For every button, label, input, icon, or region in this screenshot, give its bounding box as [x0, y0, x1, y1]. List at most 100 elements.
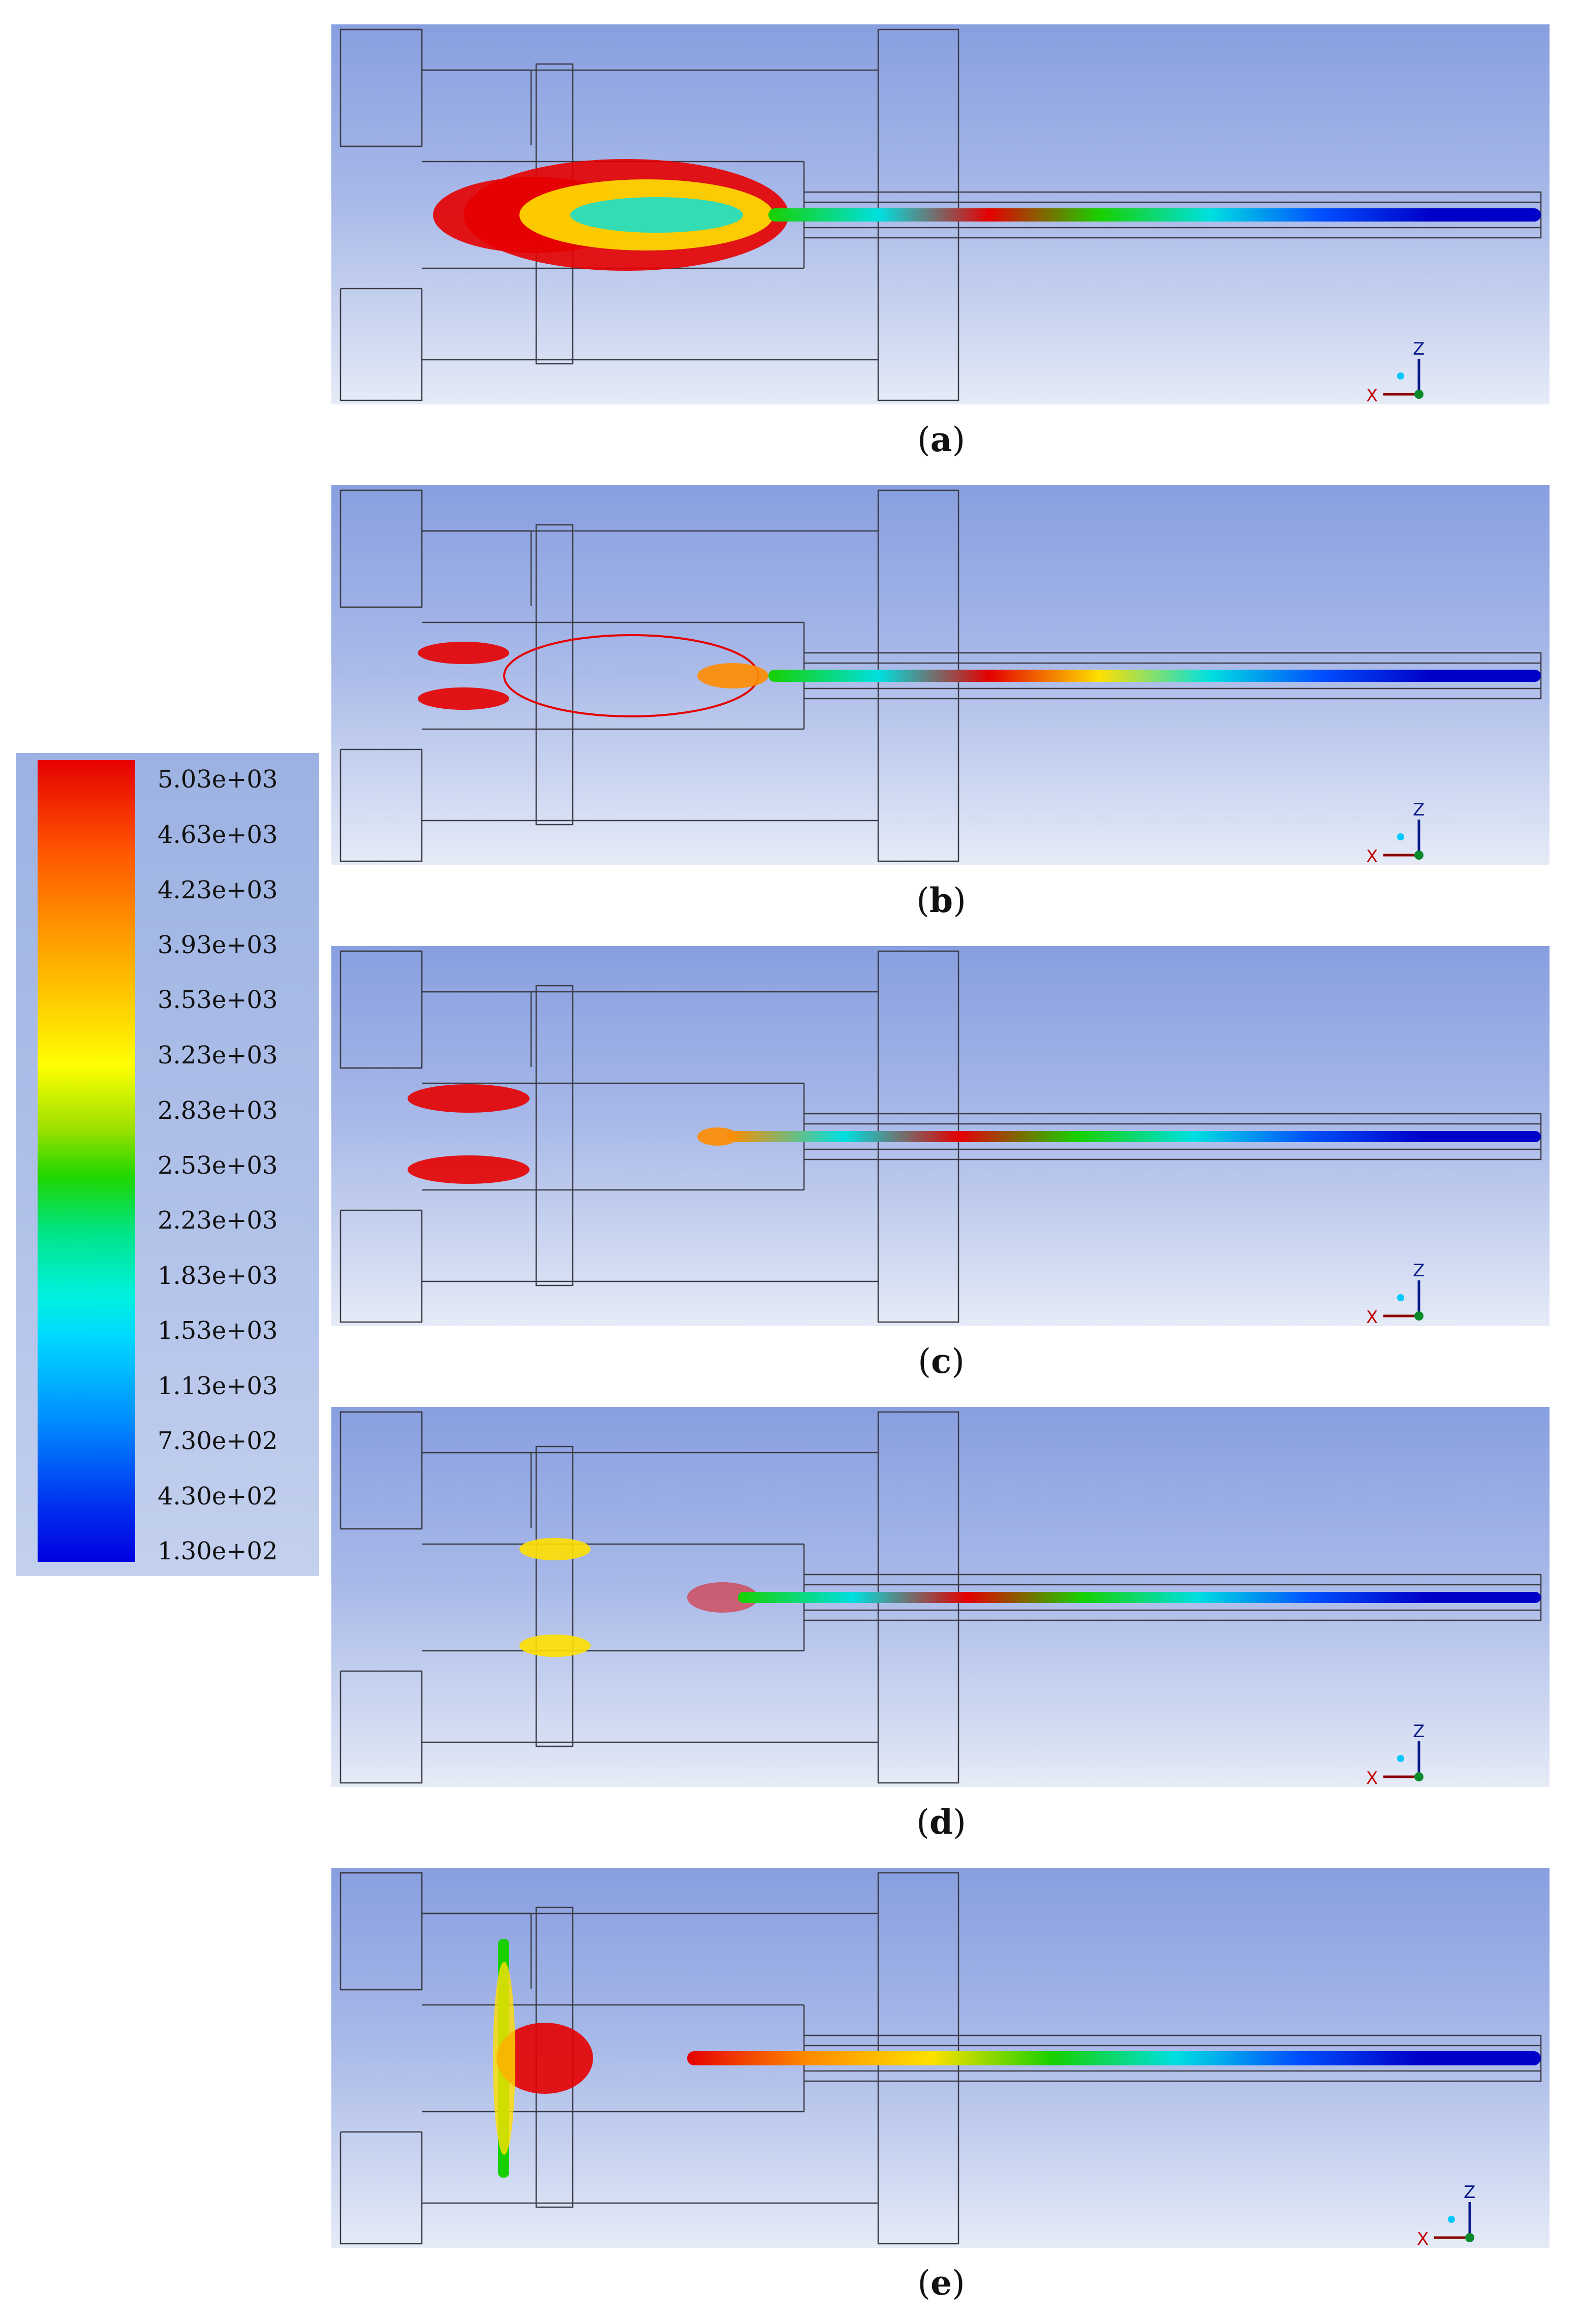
body-outline: [422, 69, 878, 361]
axis-x-label: X: [1366, 1768, 1378, 1787]
nozzle-jet: [728, 1131, 1541, 1142]
panel-caption-a: (a): [917, 420, 966, 459]
axis-origin: [1465, 2233, 1474, 2242]
panel-drawing: XZ: [339, 1872, 1542, 2248]
left-flange-bottom: [339, 1671, 423, 1784]
axis-z-label: Z: [1413, 1721, 1425, 1742]
left-flange-top: [340, 1411, 423, 1529]
center-plate: [535, 985, 574, 1286]
body-outline: [422, 1452, 878, 1743]
axis-x-label: X: [1366, 846, 1378, 865]
axis-triad: XZ: [1366, 1261, 1425, 1326]
colorbar-label: 1.13e+03: [158, 1372, 278, 1400]
geometry-outline: [339, 950, 1542, 1323]
colorbar-label: 1.83e+03: [158, 1262, 278, 1290]
axis-y-dot: [1397, 1755, 1404, 1762]
axis-y-dot: [1397, 1294, 1404, 1301]
center-plate: [535, 524, 574, 826]
chamber-outline: [422, 161, 805, 269]
left-flange-top: [340, 950, 423, 1068]
axis-y-dot: [1448, 2216, 1455, 2223]
left-flange-outline: [339, 1411, 532, 1530]
chamber-outline: [422, 621, 805, 730]
left-flange-top: [340, 489, 423, 607]
chamber-outline: [422, 1082, 805, 1191]
left-flange-outline: [339, 489, 532, 608]
colorbar-label: 2.23e+03: [158, 1206, 278, 1235]
right-flange: [877, 1411, 959, 1784]
left-flange-top: [340, 1872, 423, 1990]
geometry-outline: [339, 1872, 1542, 2245]
axis-triad: XZ: [1366, 339, 1425, 404]
axis-y-dot: [1397, 372, 1404, 380]
panel-drawing: XZ: [339, 28, 1542, 404]
axis-triad: XZ: [1366, 800, 1425, 865]
axis-z-label: Z: [1464, 2182, 1475, 2203]
axis-triad: XZ: [1366, 1721, 1425, 1787]
panel-caption-b: (b): [916, 881, 966, 920]
axis-triad: XZ: [1417, 2182, 1475, 2248]
upper-inlet-contours: [408, 1084, 530, 1113]
right-flange: [877, 489, 959, 862]
flange-steps: [340, 1067, 422, 1211]
left-flange-outline: [339, 28, 532, 147]
chamber-plume-center: [570, 197, 743, 233]
spray-cloud: [497, 2023, 593, 2094]
body-outline: [422, 530, 878, 822]
flange-steps: [340, 145, 422, 290]
colorbar-label: 5.03e+03: [158, 765, 278, 794]
colorbar-label: 3.93e+03: [158, 931, 278, 959]
right-flange: [877, 1872, 959, 2245]
flange-steps: [340, 1989, 422, 2133]
nozzle-jet: [768, 670, 1541, 682]
colorbar-label: 7.30e+02: [158, 1427, 278, 1455]
nozzle-jet: [768, 208, 1541, 222]
colorbar-gradient: [38, 760, 135, 1562]
left-flange-bottom: [339, 749, 423, 862]
axis-z-label: Z: [1413, 339, 1425, 359]
lower-inlet-contours: [408, 1155, 530, 1184]
nozzle-jet: [738, 1592, 1541, 1603]
axis-origin: [1414, 1772, 1423, 1781]
lower-inlet-contours: [519, 1635, 591, 1657]
colorbar-label: 2.83e+03: [158, 1096, 278, 1125]
panel-caption-e: (e): [917, 2263, 965, 2303]
flange-steps: [340, 606, 422, 750]
colorbar-label: 4.30e+02: [158, 1482, 278, 1511]
left-flange-bottom: [339, 1210, 423, 1323]
left-flange-bottom: [339, 289, 423, 401]
nozzle-jet: [687, 2051, 1541, 2065]
upper-inlet-contours: [519, 1538, 591, 1560]
colorbar-legend: 5.03e+03 4.63e+03 4.23e+03 3.93e+03 3.53…: [16, 753, 319, 1576]
right-flange: [877, 28, 959, 401]
nozzle-entry-contours: [687, 1582, 758, 1613]
geometry-outline: [339, 1411, 1542, 1784]
left-flange-top: [340, 28, 423, 146]
axis-z-label: Z: [1413, 800, 1425, 820]
colorbar-label: 1.53e+03: [158, 1316, 278, 1345]
axis-origin: [1414, 390, 1423, 399]
left-flange-outline: [339, 950, 532, 1069]
body-outline: [422, 1912, 878, 2204]
left-flange-bottom: [339, 2132, 423, 2245]
panel-caption-d: (d): [916, 1802, 966, 1842]
nozzle-entry-contours: [697, 663, 768, 688]
colorbar-label: 2.53e+03: [158, 1151, 278, 1180]
axis-x-label: X: [1417, 2229, 1429, 2248]
axis-x-label: X: [1366, 1307, 1378, 1326]
axis-x-label: X: [1366, 386, 1378, 404]
injector-core: [493, 1962, 515, 2155]
panel-drawing: XZ: [339, 950, 1542, 1326]
axis-origin: [1414, 851, 1423, 860]
panel-drawing: XZ: [339, 489, 1542, 865]
panel-drawing: XZ: [339, 1411, 1542, 1787]
colorbar-label: 4.63e+03: [158, 821, 278, 849]
colorbar-label: 3.23e+03: [158, 1041, 278, 1070]
axis-y-dot: [1397, 833, 1404, 840]
colorbar-label: 4.23e+03: [158, 876, 278, 904]
axis-origin: [1414, 1311, 1423, 1321]
